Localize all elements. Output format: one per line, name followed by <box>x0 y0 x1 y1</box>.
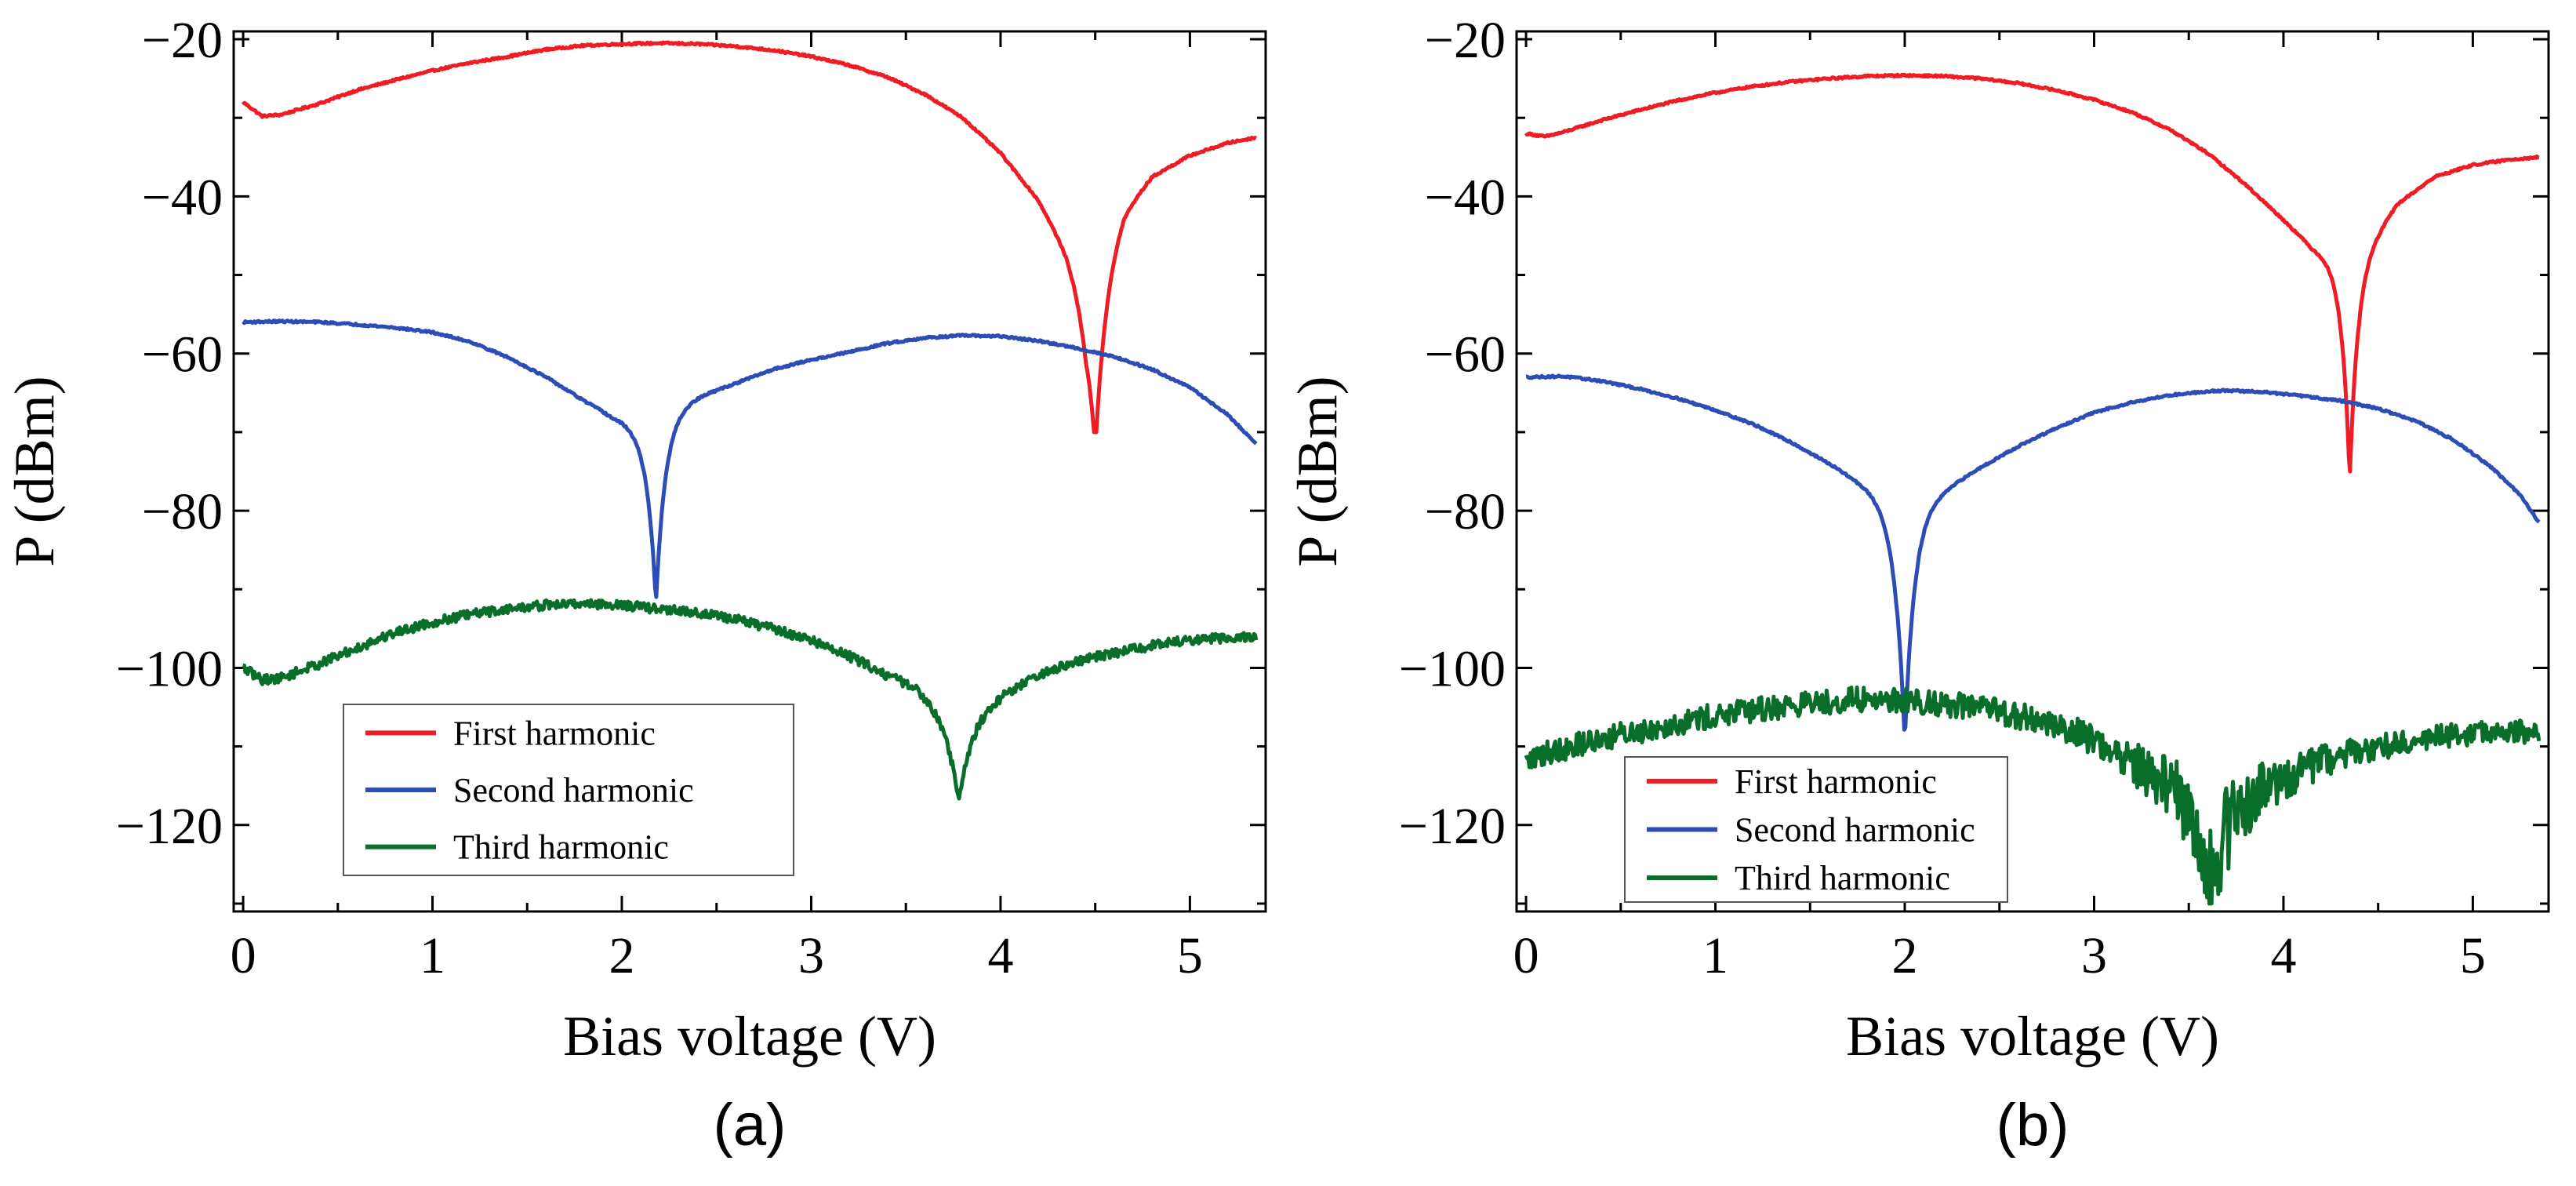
x-tick-label: 0 <box>231 927 256 984</box>
x-tick-label: 3 <box>2081 927 2107 984</box>
y-tick-label: −20 <box>1425 12 1506 69</box>
x-tick-label: 2 <box>1892 927 1918 984</box>
plot-frame <box>232 30 1267 913</box>
legend-label: Second harmonic <box>453 771 694 809</box>
y-tick-label: −20 <box>142 12 223 69</box>
series-line-first <box>1524 72 2540 474</box>
y-tick-label: −120 <box>116 798 223 855</box>
x-tick-label: 0 <box>1513 927 1539 984</box>
x-tick-label: 4 <box>2270 927 2296 984</box>
y-tick-label: −120 <box>1399 798 1506 855</box>
y-tick-label: −60 <box>1425 326 1506 384</box>
x-axis-title: Bias voltage (V) <box>1846 1005 2219 1068</box>
series-line-second <box>1525 373 2541 732</box>
legend: First harmonic Second harmonic Third harmo… <box>1624 756 2008 903</box>
x-tick-label: 5 <box>1177 927 1203 984</box>
y-tick-label: −80 <box>142 483 223 540</box>
y-tick-label: −40 <box>142 169 223 226</box>
x-tick-label: 1 <box>420 927 445 984</box>
series-line-third <box>1524 685 2541 906</box>
x-tick-label: 1 <box>1702 927 1728 984</box>
panel-label: (a) <box>714 1092 787 1159</box>
series-line-first <box>241 40 1258 435</box>
y-tick-label: −80 <box>1425 483 1506 540</box>
chart-panel-2: 0 1 2 3 4 5 −20 −40 −60 −80 −100 −120 Bias voltage (… <box>1286 12 2550 1159</box>
y-tick-label: −60 <box>142 326 223 384</box>
legend-label: First harmonic <box>453 714 656 752</box>
legend-label: Third harmonic <box>1735 859 1950 897</box>
y-axis-title: P (dBm) <box>1286 376 1349 566</box>
x-tick-label: 3 <box>798 927 824 984</box>
x-tick-label: 2 <box>609 927 635 984</box>
x-tick-label: 4 <box>987 927 1013 984</box>
y-tick-label: −100 <box>116 640 223 697</box>
plot-frame <box>1515 30 2550 913</box>
legend-label: Second harmonic <box>1735 811 1975 849</box>
y-axis-title: P (dBm) <box>3 376 66 566</box>
x-tick-label: 5 <box>2460 927 2486 984</box>
y-tick-label: −100 <box>1399 640 1506 697</box>
series-line-second <box>242 318 1258 599</box>
legend-label: Third harmonic <box>453 828 669 867</box>
series-line-third <box>242 598 1259 801</box>
legend-label: First harmonic <box>1735 762 1937 801</box>
y-tick-label: −40 <box>1425 169 1506 226</box>
chart-panel-1: 0 1 2 3 4 5 −20 −40 −60 −80 −100 −120 Bias voltage (… <box>3 12 1267 1159</box>
legend: First harmonic Second harmonic Third harmo… <box>343 704 794 876</box>
panel-label: (b) <box>1996 1092 2069 1159</box>
x-axis-title: Bias voltage (V) <box>563 1005 936 1068</box>
